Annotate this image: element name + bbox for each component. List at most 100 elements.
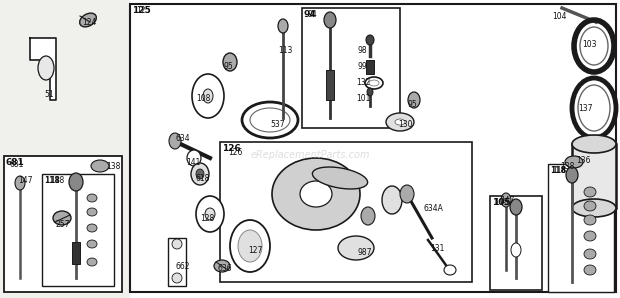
Ellipse shape [444, 265, 456, 275]
Bar [168, 238, 186, 286]
Text: 105: 105 [492, 198, 511, 207]
Bar [548, 164, 614, 292]
Text: 138: 138 [560, 162, 574, 171]
Text: 101: 101 [356, 94, 370, 103]
Text: 141: 141 [186, 158, 200, 167]
Ellipse shape [566, 167, 578, 183]
Ellipse shape [172, 239, 182, 249]
Ellipse shape [511, 243, 521, 257]
Text: 94: 94 [304, 10, 317, 19]
Text: 618: 618 [196, 174, 210, 183]
Text: 51: 51 [44, 90, 53, 99]
Text: 118: 118 [50, 176, 64, 185]
Ellipse shape [79, 13, 96, 27]
Ellipse shape [223, 53, 237, 71]
Ellipse shape [278, 19, 288, 33]
Text: 126: 126 [222, 144, 241, 153]
Ellipse shape [214, 260, 230, 272]
Text: 118: 118 [550, 166, 566, 175]
Text: 108: 108 [196, 94, 210, 103]
Text: 136: 136 [576, 156, 590, 165]
Ellipse shape [87, 208, 97, 216]
Bar [326, 70, 334, 100]
Ellipse shape [254, 134, 406, 258]
Bar [4, 156, 122, 292]
Text: 125: 125 [136, 6, 151, 15]
Text: 130: 130 [398, 120, 412, 129]
Text: 636: 636 [218, 264, 232, 273]
Ellipse shape [572, 135, 616, 153]
Text: 95: 95 [408, 100, 418, 109]
Ellipse shape [172, 273, 182, 283]
Text: 147: 147 [500, 196, 515, 205]
Bar [42, 174, 114, 286]
Text: 105: 105 [494, 198, 508, 207]
Bar [130, 4, 616, 292]
Ellipse shape [369, 80, 379, 86]
Ellipse shape [338, 236, 374, 260]
Ellipse shape [408, 92, 420, 108]
Text: 94: 94 [308, 10, 317, 19]
Ellipse shape [15, 176, 25, 190]
Ellipse shape [196, 196, 224, 232]
Bar [490, 196, 542, 290]
Ellipse shape [366, 35, 374, 45]
Ellipse shape [196, 169, 204, 179]
Text: 987: 987 [358, 248, 373, 257]
Text: 137: 137 [578, 104, 593, 113]
Ellipse shape [87, 224, 97, 232]
Ellipse shape [53, 211, 71, 225]
Text: 118: 118 [44, 176, 60, 185]
Ellipse shape [367, 88, 373, 96]
Ellipse shape [584, 249, 596, 259]
Ellipse shape [272, 158, 360, 230]
Text: 124: 124 [82, 18, 96, 27]
Ellipse shape [572, 199, 616, 217]
Ellipse shape [191, 163, 209, 185]
Ellipse shape [584, 215, 596, 225]
Text: 95: 95 [224, 62, 234, 71]
Text: 104: 104 [552, 12, 567, 21]
Ellipse shape [501, 193, 511, 207]
Bar [366, 60, 374, 74]
Ellipse shape [565, 156, 583, 168]
Text: eReplacementParts.com: eReplacementParts.com [250, 150, 370, 160]
Ellipse shape [87, 194, 97, 202]
Ellipse shape [87, 240, 97, 248]
Text: 537: 537 [270, 120, 285, 129]
Text: 125: 125 [132, 6, 151, 15]
Ellipse shape [169, 133, 181, 149]
Bar [72, 242, 80, 264]
Text: 103: 103 [582, 40, 596, 49]
Text: 147: 147 [18, 176, 32, 185]
Text: 113: 113 [278, 46, 293, 55]
Ellipse shape [510, 199, 522, 215]
Text: 99: 99 [358, 62, 368, 71]
Ellipse shape [300, 181, 332, 207]
Ellipse shape [580, 27, 608, 65]
Text: 681: 681 [6, 158, 25, 167]
Text: 634: 634 [176, 134, 190, 143]
Text: 98: 98 [358, 46, 368, 55]
Bar [302, 8, 400, 128]
Text: 118: 118 [552, 166, 566, 175]
Ellipse shape [312, 167, 368, 189]
Ellipse shape [187, 150, 201, 166]
Text: 257: 257 [56, 220, 71, 229]
Text: 131: 131 [430, 244, 445, 253]
Bar [0, 0, 130, 298]
Ellipse shape [578, 85, 610, 131]
Ellipse shape [400, 185, 414, 203]
Text: 662: 662 [176, 262, 190, 271]
Ellipse shape [205, 208, 215, 220]
Ellipse shape [361, 207, 375, 225]
Text: 126: 126 [228, 148, 242, 157]
Ellipse shape [38, 56, 54, 80]
Text: 634A: 634A [424, 204, 444, 213]
Bar [220, 142, 472, 282]
Ellipse shape [69, 173, 83, 191]
Ellipse shape [584, 201, 596, 211]
Ellipse shape [395, 119, 405, 125]
Text: 128: 128 [200, 214, 215, 223]
Ellipse shape [386, 113, 414, 131]
